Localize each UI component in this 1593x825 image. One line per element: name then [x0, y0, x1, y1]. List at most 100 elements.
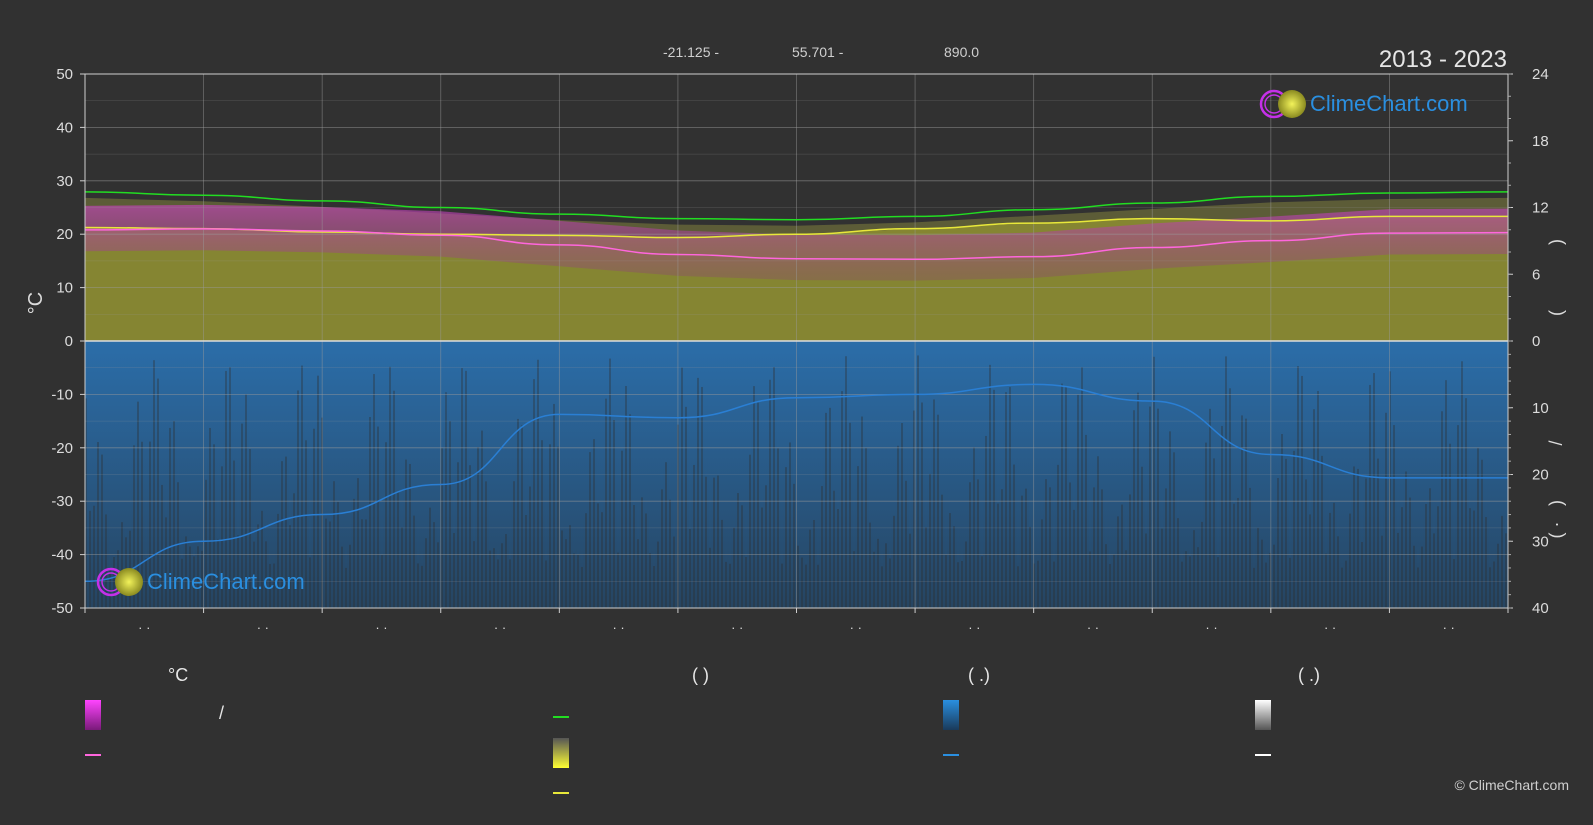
- precip-texture: [421, 565, 423, 608]
- precip-texture: [1429, 488, 1431, 608]
- precip-texture: [1145, 533, 1147, 608]
- legend-title-snow: ( .): [1298, 665, 1320, 685]
- precip-texture: [1353, 466, 1355, 608]
- precip-texture: [1201, 521, 1203, 608]
- precip-texture: [1069, 482, 1071, 608]
- precip-texture: [593, 439, 595, 608]
- precip-texture: [865, 447, 867, 608]
- precip-texture: [825, 412, 827, 608]
- precip-texture: [197, 546, 199, 608]
- x-tick-label: · ·: [731, 620, 743, 635]
- precip-texture: [789, 442, 791, 608]
- precip-texture: [385, 442, 387, 608]
- precip-texture: [1141, 466, 1143, 608]
- precip-texture: [297, 390, 299, 608]
- legend-line-sunshine: [553, 792, 569, 794]
- right-axis-label: (: [1546, 310, 1566, 316]
- precip-texture: [1101, 489, 1103, 608]
- precip-texture: [733, 527, 735, 608]
- precip-texture: [1269, 552, 1271, 608]
- precip-texture: [697, 377, 699, 608]
- precip-texture: [693, 464, 695, 608]
- precip-texture: [649, 553, 651, 608]
- left-tick-label: 40: [56, 119, 73, 136]
- precip-texture: [1113, 554, 1115, 608]
- precip-texture: [885, 543, 887, 608]
- right-top-tick-label: 0: [1532, 333, 1540, 350]
- precip-texture: [389, 366, 391, 608]
- precip-texture: [153, 360, 155, 608]
- precip-texture: [257, 524, 259, 608]
- precip-texture: [453, 533, 455, 608]
- logo-top[interactable]: ClimeChart.com: [1258, 86, 1468, 122]
- precip-texture: [141, 441, 143, 608]
- precip-texture: [329, 521, 331, 608]
- precip-texture: [1025, 488, 1027, 608]
- precip-texture: [1189, 556, 1191, 608]
- legend-line-rain: [943, 754, 959, 756]
- precip-texture: [409, 463, 411, 608]
- precip-texture: [1341, 567, 1343, 608]
- precip-texture: [1497, 543, 1499, 608]
- precip-texture: [521, 425, 523, 608]
- precip-texture: [577, 554, 579, 608]
- longitude-text: 55.701 -: [792, 44, 844, 60]
- precip-texture: [585, 513, 587, 608]
- precip-texture: [221, 466, 223, 608]
- precip-texture: [841, 391, 843, 608]
- precip-texture: [249, 449, 251, 608]
- precip-texture: [1369, 384, 1371, 608]
- precip-texture: [425, 538, 427, 608]
- left-tick-label: -20: [51, 440, 73, 457]
- precip-texture: [545, 560, 547, 608]
- precip-texture: [761, 507, 763, 608]
- precip-texture: [137, 401, 139, 608]
- precip-texture: [553, 403, 555, 608]
- precip-texture: [1441, 411, 1443, 608]
- precip-texture: [1305, 479, 1307, 608]
- precip-texture: [773, 367, 775, 608]
- precip-texture: [1165, 488, 1167, 608]
- precip-texture: [485, 481, 487, 608]
- precip-texture: [1193, 530, 1195, 608]
- precip-texture: [1501, 515, 1503, 608]
- precip-texture: [837, 509, 839, 608]
- precip-texture: [1265, 562, 1267, 608]
- precip-texture: [709, 547, 711, 608]
- precip-texture: [1213, 458, 1215, 608]
- left-axis-label: °C: [25, 292, 47, 314]
- precip-texture: [801, 557, 803, 608]
- precip-texture: [1377, 458, 1379, 608]
- precip-texture: [581, 566, 583, 608]
- logo-text: ClimeChart.com: [1310, 91, 1468, 116]
- precip-texture: [1257, 527, 1259, 608]
- precip-texture: [365, 519, 367, 608]
- legend-line-avg-temp: [85, 754, 101, 756]
- precip-texture: [1037, 560, 1039, 608]
- precip-texture: [873, 551, 875, 608]
- logo-bottom[interactable]: ClimeChart.com: [95, 564, 305, 600]
- precip-texture: [181, 558, 183, 608]
- precip-texture: [381, 555, 383, 608]
- right-top-tick-label: 18: [1532, 133, 1549, 150]
- precip-texture: [285, 456, 287, 608]
- precip-texture: [937, 414, 939, 608]
- precip-texture: [361, 519, 363, 608]
- precip-texture: [393, 390, 395, 608]
- precip-texture: [457, 462, 459, 608]
- precip-texture: [969, 482, 971, 608]
- precip-texture: [281, 461, 283, 608]
- precip-texture: [989, 364, 991, 608]
- precip-texture: [157, 378, 159, 608]
- precip-texture: [481, 430, 483, 608]
- precip-texture: [1197, 547, 1199, 608]
- precip-texture: [441, 448, 443, 608]
- precip-texture: [869, 522, 871, 608]
- sunshine-line: [84, 215, 1508, 239]
- precip-texture: [1081, 367, 1083, 608]
- precip-texture: [541, 440, 543, 608]
- precip-texture: [977, 479, 979, 608]
- precip-texture: [1417, 567, 1419, 608]
- x-tick-label: · ·: [1324, 620, 1336, 635]
- precip-texture: [1133, 410, 1135, 608]
